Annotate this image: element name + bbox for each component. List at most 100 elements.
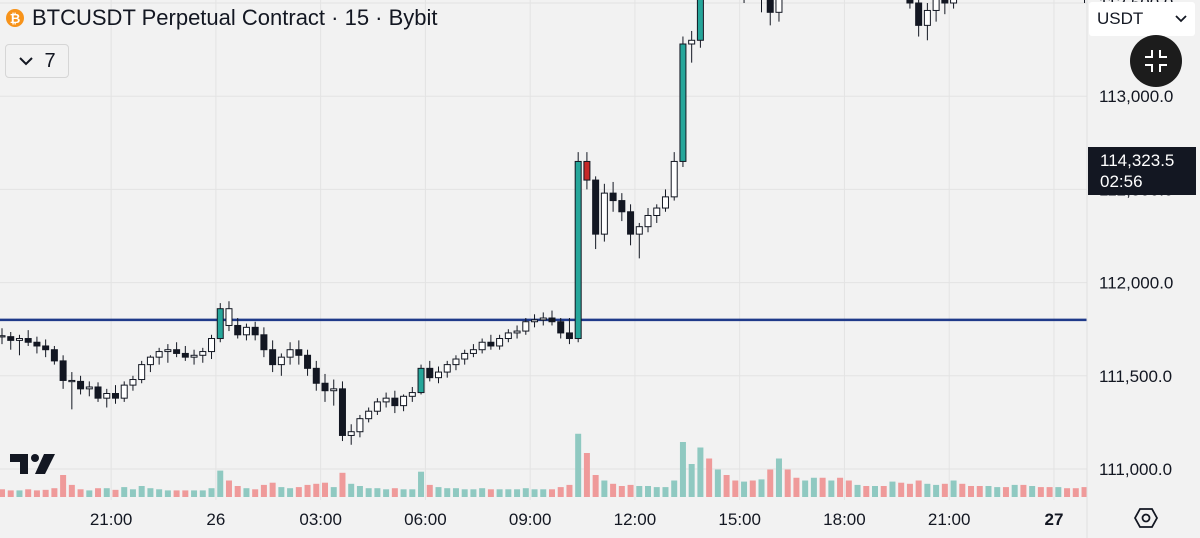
- candle: [173, 342, 181, 358]
- volume-bar: [7, 490, 14, 497]
- volume-bar: [147, 488, 154, 497]
- candle: [461, 349, 469, 365]
- candle: [260, 327, 268, 358]
- candle-body: [0, 335, 6, 338]
- tradingview-logo[interactable]: [8, 452, 58, 476]
- candle: [146, 355, 154, 373]
- candle: [775, 0, 783, 22]
- candle: [600, 183, 608, 242]
- indicators-toggle-button[interactable]: 7: [5, 44, 69, 78]
- candle: [208, 334, 216, 360]
- volume-bar: [225, 480, 232, 497]
- candle-body: [592, 179, 600, 235]
- candle-body: [181, 352, 189, 358]
- price-axis-label: 111,000.0: [1099, 460, 1172, 479]
- volume-bar: [592, 475, 599, 497]
- currency-select[interactable]: USDT: [1089, 2, 1195, 36]
- volume-bar: [548, 489, 555, 497]
- candle: [522, 318, 530, 335]
- volume-bar: [1046, 487, 1053, 497]
- volume-bar: [714, 469, 721, 497]
- indicators-count: 7: [44, 49, 56, 72]
- volume-bar: [295, 487, 302, 497]
- exit-fullscreen-button[interactable]: [1130, 35, 1182, 87]
- volume-bar: [767, 469, 774, 497]
- volume-bar: [199, 490, 206, 497]
- candle: [382, 392, 390, 408]
- candle-body: [373, 401, 381, 412]
- volume-bar: [182, 490, 189, 497]
- volume-bar: [627, 484, 634, 497]
- candle-body: [618, 200, 626, 213]
- volume-bar: [304, 484, 311, 497]
- candle-body: [679, 43, 687, 162]
- candle: [155, 347, 163, 365]
- candle-body: [548, 317, 556, 323]
- chart-grid: [0, 0, 1087, 500]
- volume-bars: [0, 376, 1200, 497]
- candle: [766, 0, 774, 26]
- volume-bar: [557, 487, 564, 497]
- candle-body: [557, 321, 565, 334]
- volume-bar: [243, 488, 250, 497]
- volume-bar: [985, 486, 992, 497]
- candle-body: [225, 308, 233, 326]
- volume-bar: [889, 481, 896, 497]
- candle: [513, 325, 521, 339]
- candle: [277, 353, 285, 376]
- candle-body: [653, 207, 661, 216]
- volume-bar: [426, 484, 433, 497]
- volume-bar: [217, 470, 224, 497]
- candle: [338, 381, 346, 442]
- candle-body: [286, 349, 294, 358]
- candle-body: [269, 349, 277, 366]
- volume-bar: [610, 483, 617, 497]
- volume-bar: [444, 488, 451, 497]
- candle-body: [435, 371, 442, 379]
- candle: [496, 334, 504, 350]
- volume-bar: [697, 447, 704, 497]
- volume-bar: [374, 488, 381, 497]
- candle: [670, 152, 678, 201]
- volume-bar: [138, 486, 145, 497]
- volume-bar: [1020, 484, 1027, 497]
- candle-body: [199, 351, 207, 356]
- candle-body: [356, 418, 364, 433]
- volume-bar: [618, 486, 625, 497]
- volume-bar: [1002, 487, 1009, 497]
- candle: [68, 372, 76, 410]
- volume-bar: [688, 464, 695, 497]
- candle: [609, 181, 617, 212]
- candle: [679, 36, 687, 168]
- volume-bar: [575, 433, 582, 497]
- candle-body: [627, 211, 635, 235]
- volume-bar: [601, 480, 608, 497]
- settings-icon[interactable]: [1134, 506, 1158, 530]
- volume-bar: [906, 483, 913, 497]
- volume-bar: [976, 486, 983, 497]
- candle-body: [94, 386, 102, 399]
- candle: [111, 385, 119, 404]
- candle-body: [670, 160, 678, 198]
- candlesticks: [0, 0, 1193, 445]
- volume-bar: [400, 489, 407, 497]
- candle: [565, 318, 573, 345]
- volume-bar: [322, 482, 329, 497]
- volume-bar: [514, 489, 521, 497]
- candle-body: [216, 308, 224, 340]
- volume-bar: [566, 484, 573, 497]
- candle: [941, 0, 949, 15]
- volume-bar: [636, 486, 643, 497]
- volume-bar: [452, 488, 459, 497]
- volume-bar: [741, 481, 748, 497]
- volume-bar: [470, 489, 477, 497]
- candle: [548, 310, 556, 326]
- candle-body: [155, 351, 163, 358]
- volume-bar: [941, 483, 948, 497]
- volume-bar: [802, 480, 809, 497]
- candle: [7, 331, 15, 350]
- candle-body: [574, 160, 582, 340]
- chevron-down-icon: [1175, 15, 1187, 23]
- candle: [635, 222, 643, 259]
